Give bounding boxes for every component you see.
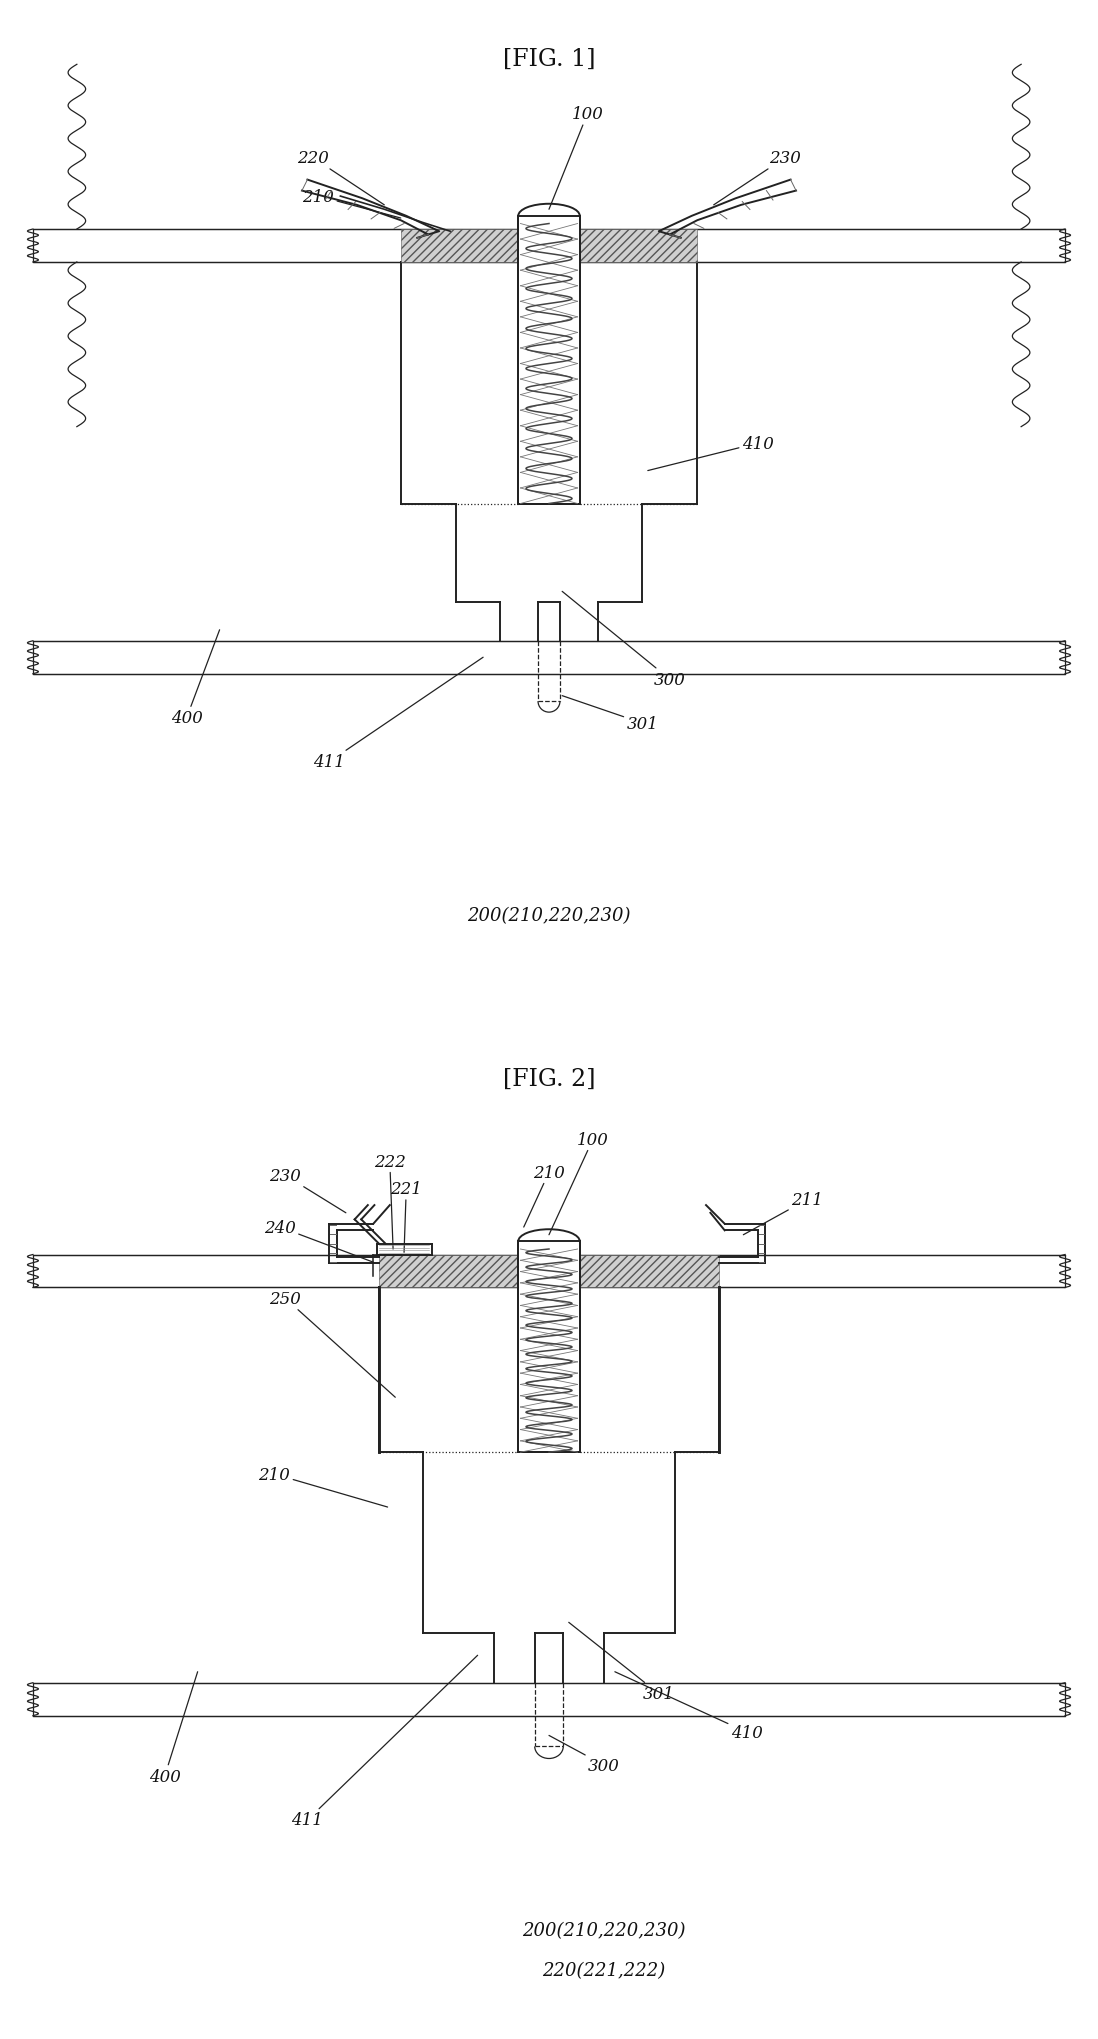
Text: 210: 210 bbox=[302, 188, 401, 218]
Bar bbox=[518, 1242, 580, 1452]
Bar bbox=[401, 230, 518, 263]
Text: 410: 410 bbox=[615, 1672, 763, 1741]
Text: 100: 100 bbox=[549, 106, 604, 210]
Text: [FIG. 2]: [FIG. 2] bbox=[503, 1068, 595, 1091]
Text: 211: 211 bbox=[743, 1191, 824, 1236]
Text: 220: 220 bbox=[296, 151, 384, 206]
Text: [FIG. 1]: [FIG. 1] bbox=[503, 49, 595, 71]
Text: 230: 230 bbox=[714, 151, 802, 206]
Bar bbox=[33, 1682, 1065, 1717]
Text: 200(210,220,230): 200(210,220,230) bbox=[523, 1921, 685, 1939]
Text: 230: 230 bbox=[269, 1168, 346, 1213]
Text: 400: 400 bbox=[170, 630, 220, 726]
Text: 222: 222 bbox=[373, 1154, 406, 1250]
Text: 100: 100 bbox=[549, 1132, 609, 1236]
Text: 301: 301 bbox=[562, 695, 659, 732]
Bar bbox=[580, 1254, 719, 1289]
Text: 411: 411 bbox=[313, 659, 483, 771]
Text: 410: 410 bbox=[648, 436, 774, 471]
Text: 240: 240 bbox=[264, 1219, 373, 1262]
Text: 250: 250 bbox=[269, 1291, 395, 1397]
Text: 300: 300 bbox=[549, 1735, 620, 1774]
Bar bbox=[518, 216, 580, 504]
Text: 411: 411 bbox=[291, 1656, 478, 1829]
Bar bbox=[580, 230, 697, 263]
Bar bbox=[379, 1254, 518, 1289]
Bar bbox=[33, 642, 1065, 675]
Text: 400: 400 bbox=[148, 1672, 198, 1784]
Text: 221: 221 bbox=[390, 1181, 423, 1252]
Text: 210: 210 bbox=[258, 1466, 388, 1507]
Bar bbox=[33, 1254, 1065, 1289]
Text: 301: 301 bbox=[569, 1623, 675, 1703]
Text: 220(221,222): 220(221,222) bbox=[542, 1962, 665, 1980]
Text: 210: 210 bbox=[524, 1164, 565, 1227]
Text: 200(210,220,230): 200(210,220,230) bbox=[468, 907, 630, 926]
Bar bbox=[33, 230, 1065, 263]
Text: 300: 300 bbox=[562, 591, 686, 689]
